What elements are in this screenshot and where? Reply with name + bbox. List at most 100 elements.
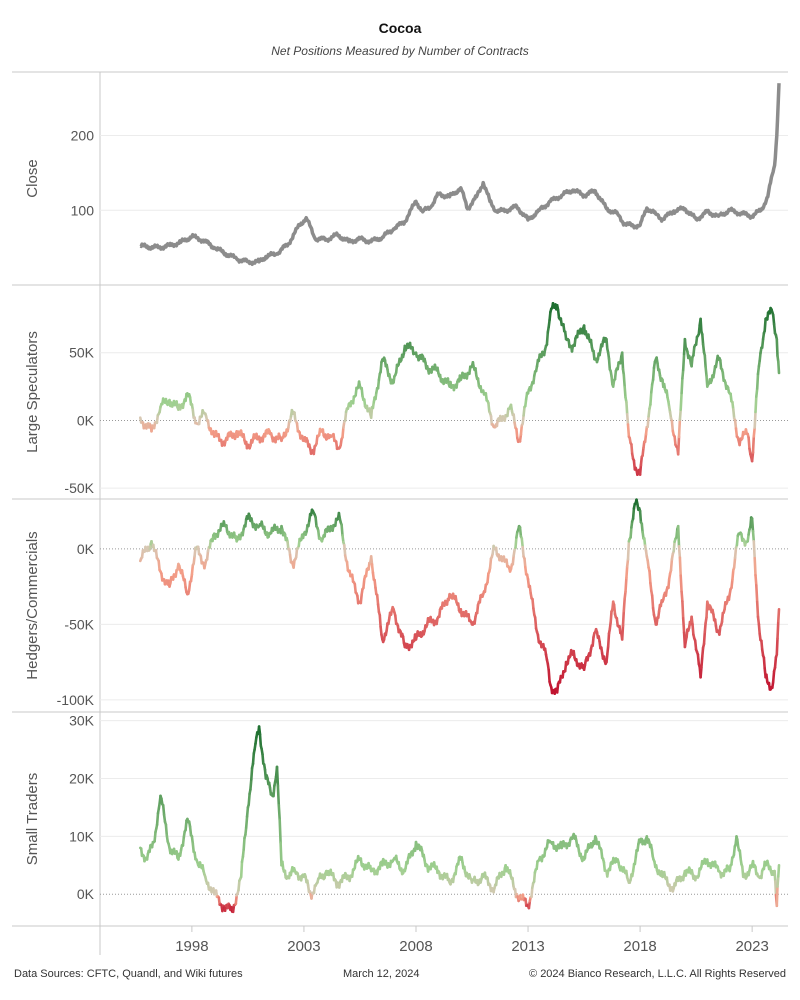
small-traders-line-segment (247, 792, 251, 807)
small-traders-line-segment (251, 752, 256, 766)
small-traders-line-segment (242, 836, 246, 851)
large-speculators-line-segment (772, 322, 777, 335)
small-traders-line-segment (155, 811, 160, 826)
hedgers-commercials-line-segment (622, 596, 627, 613)
small-traders-line-segment (191, 842, 195, 854)
small-traders-line-segment (234, 893, 238, 906)
large-speculators-line-segment (623, 385, 627, 399)
hedgers-commercials-line-segment (773, 656, 778, 670)
large-speculators-line-segment (548, 310, 552, 322)
hedgers-commercials-line-segment (370, 562, 375, 574)
large-speculators-line-segment (489, 414, 494, 426)
hedgers-commercials-line-segment (776, 619, 780, 640)
small-traders-line-segment (164, 823, 169, 837)
hedgers-commercials-line-segment (702, 630, 707, 646)
hedgers-commercials-line-segment (648, 569, 652, 585)
large-speculators-line-segment (610, 374, 614, 386)
small-traders-line-segment (261, 752, 265, 765)
large-speculators-line-segment (622, 373, 627, 389)
large-speculators-line-segment (625, 400, 629, 416)
large-speculators-line-segment (522, 405, 526, 417)
hedgers-commercials-line-segment (700, 646, 705, 658)
y-tick-label: -50K (64, 480, 94, 496)
large-speculators-line-segment (670, 419, 675, 433)
hedgers-commercials-line-segment (606, 632, 611, 648)
large-speculators-line-segment (751, 435, 756, 454)
y-tick-label: 10K (69, 828, 95, 844)
hedgers-commercials-line-segment (620, 624, 625, 641)
hedgers-commercials-line-segment (754, 583, 759, 604)
large-speculators-line-segment (592, 349, 596, 361)
large-speculators-line-segment (734, 427, 739, 438)
small-traders-line-segment (775, 885, 779, 908)
y-tick-label: -100K (57, 692, 95, 708)
hedgers-commercials-line-segment (680, 590, 684, 603)
y-axis-label: Close (24, 159, 41, 197)
hedgers-commercials-line-segment (751, 529, 756, 543)
large-speculators-line-segment (700, 332, 705, 346)
small-traders-line-segment (184, 819, 188, 832)
large-speculators-line-segment (703, 354, 707, 369)
large-speculators-line-segment (760, 337, 765, 349)
y-tick-label: 20K (69, 771, 95, 787)
large-speculators-line-segment (699, 317, 703, 334)
large-speculators-line-segment (680, 377, 684, 395)
large-speculators-line-segment (754, 387, 759, 399)
hedgers-commercials-line-segment (760, 639, 764, 651)
small-traders-line-segment (599, 848, 604, 860)
large-speculators-line-segment (487, 401, 491, 413)
hedgers-commercials-line-segment (752, 539, 757, 560)
large-speculators-line-segment (776, 360, 781, 375)
y-tick-label: 100 (71, 202, 95, 218)
hedgers-commercials-line-segment (393, 614, 398, 626)
y-tick-label: 0K (77, 886, 95, 902)
large-speculators-line-segment (752, 426, 757, 438)
large-speculators-line-segment (673, 435, 677, 447)
large-speculators-line-segment (607, 357, 612, 371)
hedgers-commercials-line-segment (640, 522, 644, 534)
large-speculators-line-segment (733, 418, 738, 430)
hedgers-commercials-line-segment (190, 564, 195, 576)
hedgers-commercials-line-segment (205, 549, 210, 561)
large-speculators-line-segment (620, 351, 625, 371)
large-speculators-line-segment (718, 358, 723, 370)
hedgers-commercials-line-segment (696, 653, 701, 666)
x-tick-label: 2003 (287, 938, 320, 955)
large-speculators-line-segment (630, 442, 634, 456)
hedgers-commercials-line-segment (667, 577, 671, 590)
large-speculators-line-segment (343, 410, 348, 422)
large-speculators-line-segment (360, 386, 364, 398)
large-speculators-line-segment (676, 435, 681, 456)
hedgers-commercials-line-segment (650, 594, 655, 610)
hedgers-commercials-line-segment (523, 557, 527, 569)
large-speculators-line-segment (681, 352, 686, 372)
large-speculators-line-segment (747, 436, 751, 451)
large-speculators-line-segment (678, 408, 683, 422)
hedgers-commercials-line-segment (731, 568, 735, 582)
large-speculators-line-segment (649, 390, 653, 406)
hedgers-commercials-line-segment (676, 524, 681, 548)
hedgers-commercials-line-segment (625, 564, 629, 580)
small-traders-line-segment (257, 725, 262, 736)
y-axis-label: Hedgers/Commercials (24, 531, 41, 679)
small-traders-line-segment (277, 803, 282, 822)
hedgers-commercials-line-segment (732, 556, 737, 569)
hedgers-commercials-line-segment (314, 515, 318, 528)
small-traders-line-segment (275, 765, 280, 788)
large-speculators-line-segment (683, 337, 688, 350)
large-speculators-line-segment (651, 366, 656, 382)
data-sources-note: Data Sources: CFTC, Quandl, and Wiki fut… (14, 968, 243, 980)
y-tick-label: 200 (71, 128, 95, 144)
large-speculators-line-segment (521, 414, 525, 425)
hedgers-commercials-line-segment (609, 610, 613, 624)
y-tick-label: 30K (69, 713, 95, 729)
hedgers-commercials-line-segment (379, 625, 383, 637)
small-traders-line-segment (732, 845, 737, 857)
hedgers-commercials-line-segment (373, 578, 377, 590)
y-tick-label: -50K (64, 616, 94, 632)
small-traders-line-segment (278, 818, 282, 845)
hedgers-commercials-line-segment (679, 574, 683, 594)
large-speculators-line-segment (512, 413, 516, 425)
small-traders-line-segment (250, 766, 254, 781)
